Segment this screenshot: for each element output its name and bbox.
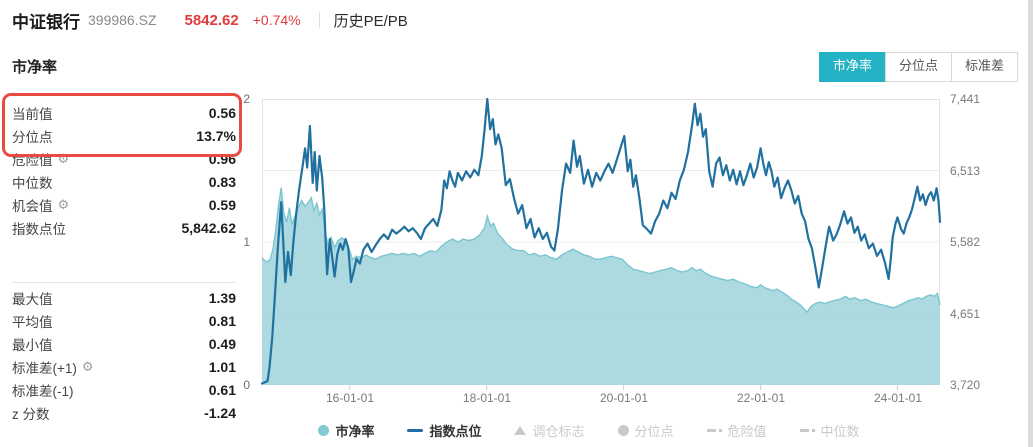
stat-row-zscore: z 分数 -1.24 — [12, 404, 236, 422]
header: 中证银行 399986.SZ 5842.62 +0.74% 历史PE/PB — [12, 8, 408, 32]
y-axis-left-tick: 1 — [243, 235, 250, 249]
tab-percentile[interactable]: 分位点 — [884, 52, 952, 82]
header-divider — [318, 12, 320, 28]
x-axis-tick: 18-01-01 — [462, 391, 512, 405]
tab-stddev[interactable]: 标准差 — [950, 52, 1018, 82]
stats-top-group: 当前值 0.56 分位点 13.7% 危险值 ⚙ 0.96 中位数 0.83 机… — [12, 101, 236, 239]
stats-bottom-group: 最大值 1.39 平均值 0.81 最小值 0.49 标准差(+1) ⚙ 1.0… — [12, 286, 236, 424]
gear-icon[interactable]: ⚙ — [81, 358, 94, 374]
page-scrollbar[interactable] — [1028, 0, 1033, 447]
stat-row-danger: 危险值 ⚙ 0.96 — [12, 150, 236, 168]
legend-item-index-level[interactable]: 指数点位 — [407, 421, 481, 440]
x-axis-tick: 20-01-01 — [599, 391, 649, 405]
y-axis-right-tick: 3,720 — [950, 378, 981, 392]
index-change: +0.74% — [252, 12, 301, 28]
panel-heading: 市净率 — [12, 59, 58, 76]
metric-tabs: 市净率 分位点 标准差 — [818, 52, 1018, 82]
stat-row-stddev-plus1: 标准差(+1) ⚙ 1.01 — [12, 358, 236, 376]
stat-row-stddev-minus1: 标准差(-1) 0.61 — [12, 381, 236, 399]
stat-row-percentile: 分位点 13.7% — [12, 127, 236, 145]
triangle-marker-icon — [514, 426, 527, 435]
y-axis-right-tick: 5,582 — [950, 235, 981, 249]
y-axis-left-tick: 0 — [243, 378, 250, 392]
panel-divider — [12, 282, 236, 283]
line-marker-icon — [407, 429, 424, 432]
chart-canvas[interactable] — [260, 97, 942, 390]
chart-legend: 市净率 指数点位 调仓标志 分位点 危险值 中位数 — [250, 421, 928, 440]
stats-panel: 市净率 当前值 0.56 分位点 13.7% 危险值 ⚙ 0.96 中位数 0.… — [12, 56, 236, 422]
index-price: 5842.62 — [184, 11, 239, 29]
y-axis-right-tick: 6,513 — [950, 163, 981, 178]
stat-row-median: 中位数 0.83 — [12, 173, 236, 191]
stat-row-opportunity: 机会值 ⚙ 0.59 — [12, 196, 236, 214]
stat-row-min: 最小值 0.49 — [12, 335, 236, 353]
dashdot-marker-icon — [799, 429, 815, 432]
stat-row-index-level: 指数点位 5,842.62 — [12, 219, 236, 237]
legend-item-rebalance-flag[interactable]: 调仓标志 — [514, 421, 585, 440]
stat-row-max: 最大值 1.39 — [12, 289, 236, 307]
x-axis-tick-marks — [349, 385, 898, 390]
legend-item-median[interactable]: 中位数 — [799, 421, 860, 440]
index-line-series — [260, 97, 942, 385]
breadcrumb-history-pepb: 历史PE/PB — [333, 12, 408, 30]
x-axis-tick: 22-01-01 — [736, 391, 786, 405]
x-axis-tick: 24-01-01 — [873, 391, 923, 405]
y-axis-right-tick: 7,441 — [950, 92, 981, 106]
stat-row-mean: 平均值 0.81 — [12, 312, 236, 330]
circle-marker-icon — [318, 425, 330, 436]
circle-marker-icon — [617, 425, 629, 436]
tab-pb-ratio[interactable]: 市净率 — [818, 52, 886, 82]
y-axis-right-tick: 4,651 — [950, 306, 981, 321]
pb-ratio-area-edge — [261, 187, 941, 314]
legend-item-percentile[interactable]: 分位点 — [617, 421, 674, 440]
pb-ratio-area-series — [262, 187, 940, 385]
legend-item-pb-ratio[interactable]: 市净率 — [318, 421, 374, 440]
legend-item-danger-value[interactable]: 危险值 — [706, 421, 767, 440]
dashdot-marker-icon — [706, 429, 722, 432]
index-code: 399986.SZ — [88, 12, 157, 28]
y-axis-left-tick: 2 — [243, 92, 250, 106]
index-title: 中证银行 — [12, 12, 80, 32]
x-axis-tick: 16-01-01 — [325, 391, 375, 405]
stat-row-current: 当前值 0.56 — [12, 104, 236, 122]
pb-history-chart[interactable]: 16-01-01 18-01-01 20-01-01 22-01-01 24-0… — [260, 97, 942, 405]
gear-icon[interactable]: ⚙ — [57, 196, 70, 212]
gear-icon[interactable]: ⚙ — [57, 150, 70, 166]
